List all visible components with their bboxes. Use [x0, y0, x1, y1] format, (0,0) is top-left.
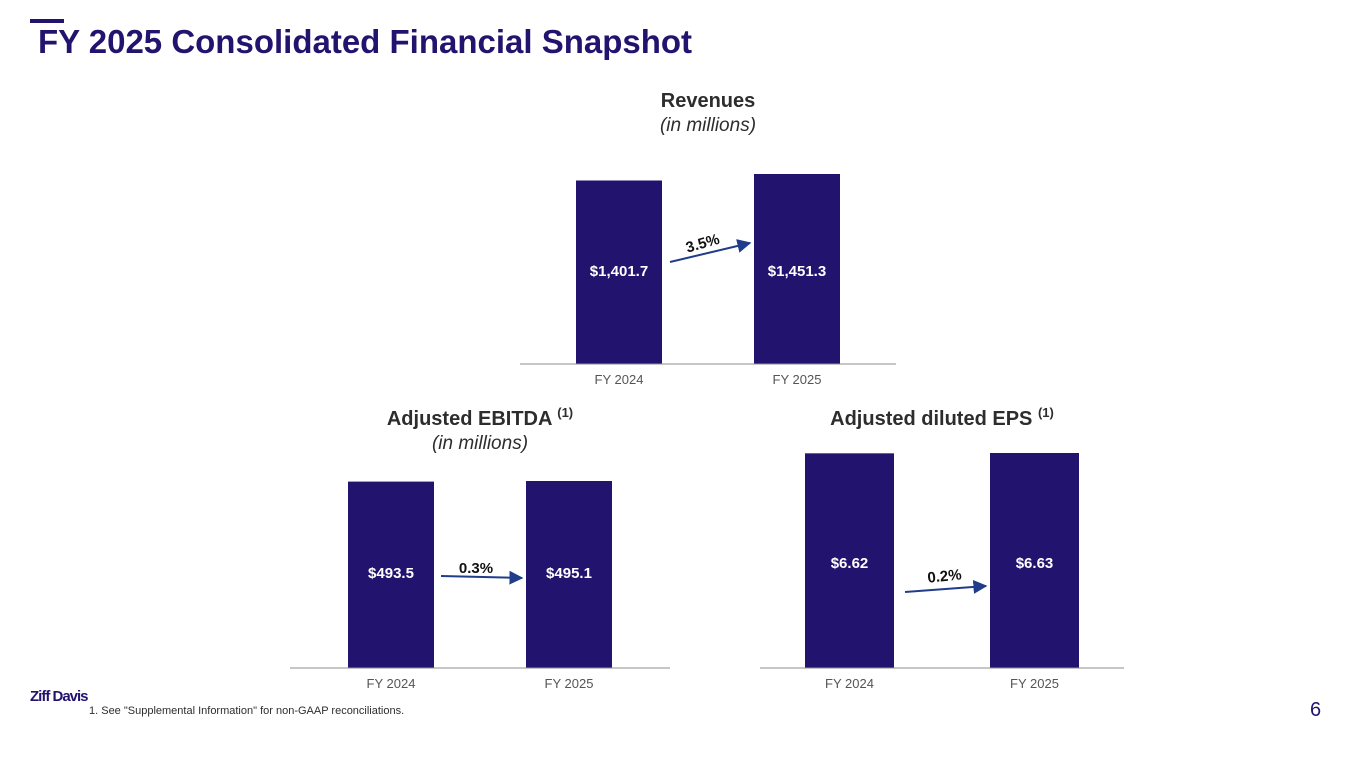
x-tick-label: FY 2025: [545, 676, 594, 691]
chart-subtitle: (in millions): [431, 433, 529, 454]
chart-title: Revenues: [660, 90, 756, 112]
bar-fy-2024: [576, 180, 662, 364]
page-title: FY 2025 Consolidated Financial Snapshot: [38, 23, 693, 60]
growth-arrow: [904, 579, 988, 594]
bar-fy-2025: [526, 481, 612, 668]
bar-fy-2025: [990, 453, 1079, 668]
data-label: $495.1: [546, 565, 592, 582]
growth-arrow: [440, 570, 524, 585]
x-tick-label: FY 2025: [1010, 676, 1059, 691]
x-tick-label: FY 2024: [825, 676, 874, 691]
bar-fy-2025: [754, 174, 840, 364]
data-label: $6.62: [831, 555, 869, 572]
x-tick-label: FY 2025: [773, 372, 822, 387]
x-tick-label: FY 2024: [595, 372, 644, 387]
footnote: 1. See "Supplemental Information" for no…: [89, 705, 405, 717]
revenues-plot: $1,401.7 FY 2024 $1,451.3 FY 2025 3.5%: [520, 174, 896, 387]
title-accent-bar: [30, 19, 64, 23]
adjusted-ebitda-chart: Adjusted EBITDA (1) (in millions) $493.5…: [290, 405, 670, 698]
growth-label: 0.2%: [927, 566, 963, 586]
chart-title: Adjusted diluted EPS (1): [830, 405, 1054, 430]
x-tick-label: FY 2024: [367, 676, 416, 691]
growth-label: 0.3%: [459, 560, 493, 577]
revenues-chart: Revenues (in millions) $1,401.7 FY 2024 $1…: [520, 90, 896, 390]
chart-subtitle: (in millions): [659, 115, 757, 136]
data-label: $1,401.7: [590, 263, 648, 280]
footnote-marker: (1): [557, 405, 574, 420]
company-logo: Ziff Davis: [30, 688, 89, 705]
adjusted-ebitda-plot: $493.5 FY 2024 $495.1 FY 2025 0.3%: [290, 481, 670, 691]
footnote-marker: (1): [1037, 405, 1054, 420]
bar-fy-2024: [805, 453, 894, 668]
chart-title: Adjusted EBITDA (1): [386, 405, 574, 430]
adjusted-eps-plot: $6.62 FY 2024 $6.63 FY 2025 0.2%: [760, 453, 1124, 691]
data-label: $6.63: [1016, 555, 1054, 572]
page-number: 6: [1310, 699, 1322, 721]
data-label: $1,451.3: [768, 263, 826, 280]
data-label: $493.5: [368, 565, 414, 582]
bar-fy-2024: [348, 481, 434, 668]
adjusted-eps-chart: Adjusted diluted EPS (1) $6.62 FY 2024 $6.…: [760, 405, 1124, 698]
growth-label: 3.5%: [684, 231, 722, 257]
growth-arrow: [669, 239, 752, 263]
